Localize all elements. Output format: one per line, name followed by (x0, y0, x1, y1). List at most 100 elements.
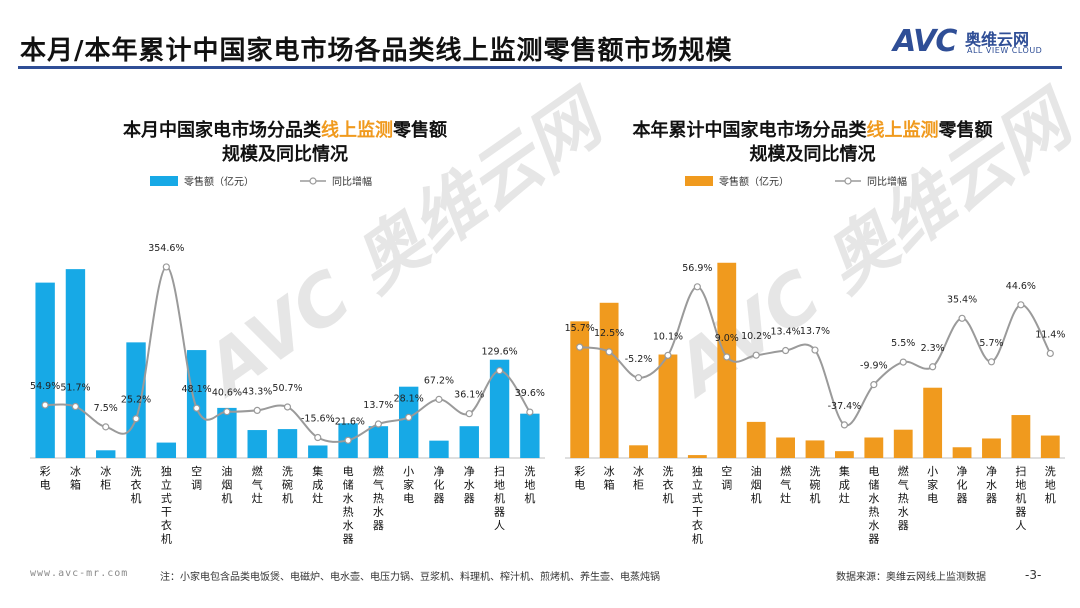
category-char: 柜 (633, 479, 644, 492)
chart-title-segment: 本年累计中国家电市场分品类 (633, 119, 868, 141)
category-label: 燃气灶 (780, 464, 791, 505)
legend-bar-label: 零售额（亿元） (184, 175, 254, 188)
category-char: 灶 (780, 492, 791, 505)
category-char: 冰 (633, 465, 644, 478)
category-char: 调 (191, 479, 202, 492)
bar (277, 429, 298, 458)
bar (893, 429, 913, 458)
category-char: 净 (464, 464, 475, 478)
category-char: 热 (373, 492, 384, 505)
category-char: 烟 (751, 478, 762, 492)
bar (247, 430, 267, 458)
category-char: 灶 (839, 492, 850, 505)
category-char: 机 (161, 532, 172, 546)
category-char: 洗 (524, 465, 535, 478)
category-char: 冰 (604, 465, 615, 478)
bar (368, 426, 389, 458)
category-char: 机 (221, 491, 232, 505)
bar (658, 354, 678, 458)
category-char: 电 (343, 465, 354, 478)
growth-label: 5.5% (891, 338, 915, 349)
category-char: 燃 (898, 464, 909, 478)
growth-label: -5.2% (625, 354, 653, 365)
category-char: 空 (191, 464, 202, 478)
growth-label: 10.1% (653, 331, 683, 342)
legend-line-marker (844, 177, 852, 185)
bar (776, 437, 795, 458)
legend-bar-swatch (685, 176, 713, 186)
growth-point (958, 314, 966, 322)
category-char: 灶 (312, 492, 323, 505)
growth-point (576, 343, 584, 351)
growth-point (752, 351, 760, 359)
growth-label: 54.9% (30, 381, 60, 392)
logo-en: ALL VIEW CLOUD (967, 46, 1043, 55)
category-char: 气 (373, 478, 384, 492)
category-label: 洗衣机 (662, 465, 673, 505)
category-char: 小 (927, 465, 938, 478)
chart-ytd: 本年累计中国家电市场分品类线上监测零售额 规模及同比情况 零售额（亿元） 同比增幅 15… (555, 110, 1070, 550)
chart-monthly: 本月中国家电市场分品类线上监测零售额 规模及同比情况 零售额（亿元） 同比增幅 54.9… (20, 110, 550, 550)
growth-point (223, 408, 231, 416)
category-label: 洗碗机 (282, 465, 293, 505)
growth-point (781, 346, 790, 355)
category-char: 冰 (100, 465, 111, 478)
category-char: 水 (898, 506, 909, 519)
bar (599, 302, 619, 458)
footer-url[interactable]: www.avc-mr.com (30, 568, 129, 579)
category-label: 油烟机 (751, 464, 762, 505)
growth-point (693, 283, 701, 291)
growth-label: 129.6% (481, 347, 517, 358)
category-char: 器 (868, 533, 879, 546)
growth-label: 50.7% (272, 383, 302, 394)
category-char: 机 (1045, 491, 1056, 505)
category-char: 水 (986, 479, 997, 492)
growth-point (495, 367, 504, 375)
category-char: 器 (1015, 506, 1026, 519)
category-label: 净化器 (433, 464, 444, 505)
category-char: 烟 (221, 478, 232, 492)
category-label: 洗衣机 (131, 465, 142, 505)
category-label: 小家电 (927, 465, 938, 505)
category-char: 地 (1015, 479, 1026, 492)
category-char: 器 (986, 492, 997, 505)
category-char: 储 (868, 478, 879, 492)
category-char: 地 (524, 479, 535, 492)
growth-point (102, 423, 110, 431)
logo: AVC 奥维云网 ALL VIEW CLOUD (893, 24, 1063, 64)
category-char: 器 (957, 492, 968, 505)
bar (687, 455, 707, 458)
bar (156, 442, 177, 458)
growth-point (283, 403, 292, 411)
bar (1040, 435, 1060, 458)
category-char: 器 (494, 506, 505, 519)
category-char: 机 (1015, 491, 1026, 505)
category-label: 集成灶 (312, 464, 323, 505)
bar (489, 359, 510, 458)
category-label: 净水器 (464, 464, 475, 505)
growth-point (374, 420, 382, 428)
category-char: 立 (692, 478, 703, 492)
bar (570, 321, 590, 458)
growth-label: 25.2% (121, 395, 151, 406)
category-char: 干 (692, 506, 703, 519)
category-char: 人 (1015, 519, 1026, 532)
category-label: 燃气热水器 (898, 464, 909, 532)
growth-point (162, 263, 170, 271)
category-char: 化 (433, 478, 444, 492)
growth-point (664, 351, 672, 359)
bar (96, 450, 116, 458)
chart-title: 本年累计中国家电市场分品类线上监测零售额 (633, 119, 993, 141)
category-char: 油 (221, 464, 232, 478)
category-char: 气 (898, 478, 909, 492)
category-char: 燃 (780, 464, 791, 478)
category-char: 燃 (252, 464, 263, 478)
bar (459, 426, 479, 458)
category-label: 冰柜 (100, 465, 111, 492)
growth-point (253, 406, 261, 414)
category-char: 化 (957, 478, 968, 492)
growth-label: 9.0% (715, 333, 739, 344)
category-char: 洗 (282, 465, 293, 478)
growth-label: 13.7% (800, 326, 830, 337)
